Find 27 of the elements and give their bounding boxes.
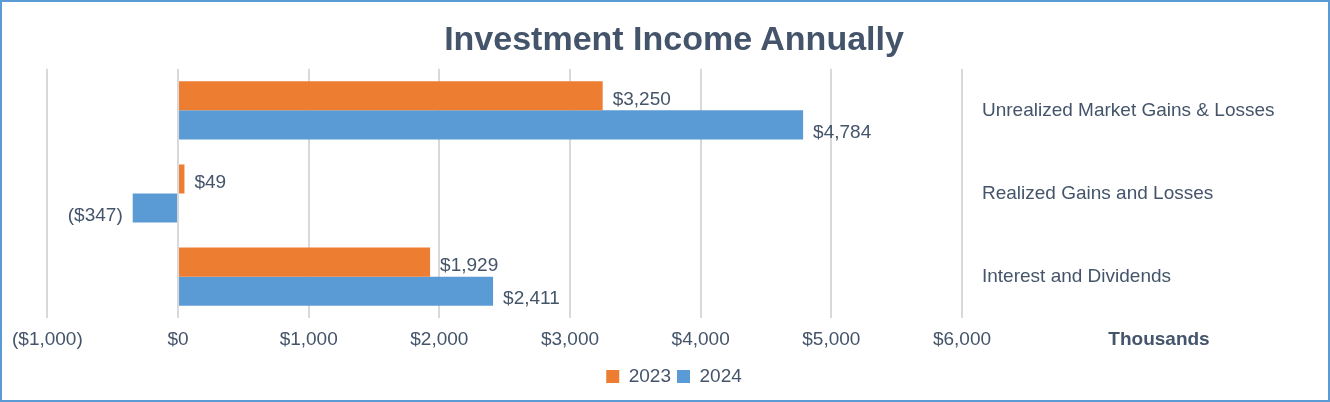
x-axis-title: Thousands [1108, 328, 1210, 350]
bar [179, 276, 494, 306]
x-tick-label: $5,000 [802, 327, 861, 349]
x-tick-label: $4,000 [671, 327, 730, 349]
data-label: $49 [194, 171, 227, 193]
bar [179, 247, 431, 277]
legend-label: 2024 [699, 364, 743, 386]
x-tick-label: $1,000 [279, 327, 338, 349]
data-label: $1,929 [440, 254, 499, 276]
data-label: $4,784 [813, 121, 872, 143]
y-tick-label: Unrealized Market Gains & Losses [982, 98, 1275, 120]
bar [179, 110, 804, 140]
x-tick-label: $2,000 [410, 327, 469, 349]
x-tick-label: $3,000 [540, 327, 600, 349]
bar [132, 193, 178, 223]
bar [179, 164, 185, 194]
y-tick-label: Realized Gains and Losses [982, 181, 1214, 203]
x-tick-label: $0 [167, 327, 189, 349]
y-tick-label: Interest and Dividends [982, 264, 1172, 286]
x-tick-label: ($1,000) [11, 327, 83, 349]
bar [179, 81, 603, 111]
x-tick-label: $6,000 [932, 327, 992, 349]
data-label: $3,250 [612, 88, 671, 110]
chart-title: Investment Income Annually [444, 18, 904, 57]
legend-label: 2023 [628, 364, 672, 386]
data-label: ($347) [67, 204, 123, 226]
data-label: $2,411 [503, 287, 560, 309]
